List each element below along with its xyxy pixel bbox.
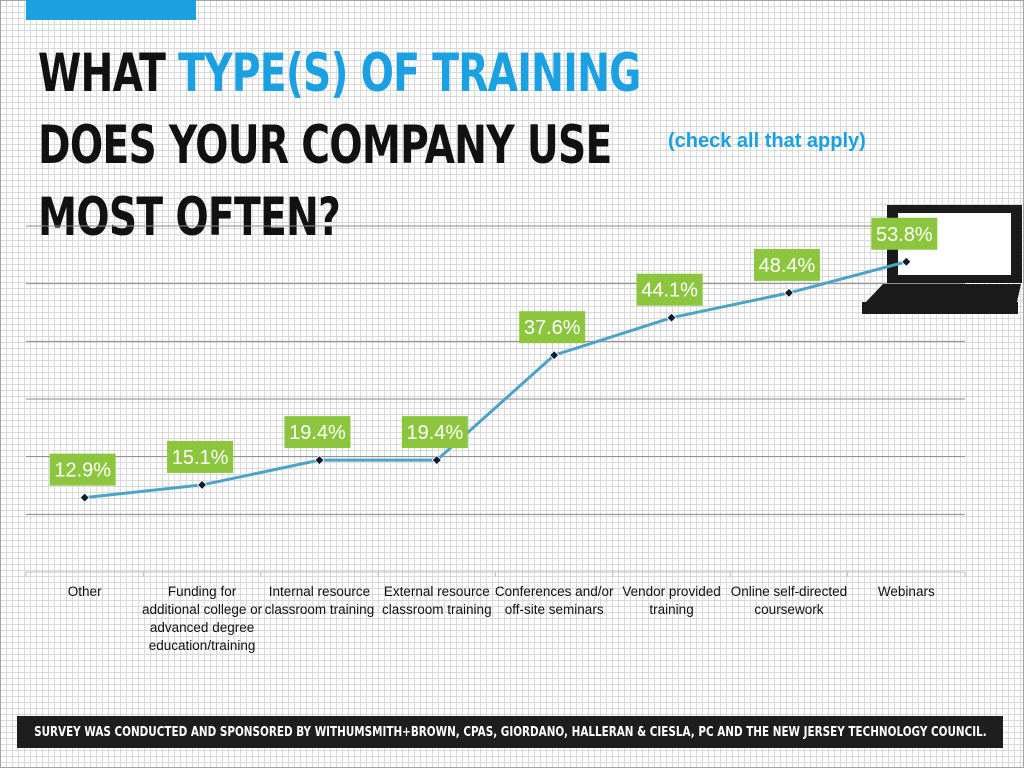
data-point (901, 256, 912, 267)
data-label: 12.9% (49, 453, 116, 486)
category-label: Conferences and/or off-site seminars (495, 584, 614, 617)
data-label-box (49, 453, 116, 486)
title-part-1: WHAT (38, 43, 179, 104)
data-label-box (636, 273, 703, 306)
data-point (783, 287, 795, 298)
data-label-box (753, 248, 820, 281)
data-point (79, 492, 90, 503)
data-label-box (401, 416, 468, 449)
laptop-keyboard (866, 284, 1021, 302)
data-label: 48.4% (753, 248, 820, 281)
page-title: WHAT TYPE(S) OF TRAINING DOES YOUR COMPA… (38, 38, 689, 254)
data-label: 53.8% (871, 217, 938, 250)
footer-text: SURVEY WAS CONDUCTED AND SPONSORED BY WI… (33, 724, 987, 740)
data-point (196, 479, 208, 490)
category-label: Webinars (878, 584, 935, 599)
laptop-base (862, 302, 1018, 314)
category-labels: Other Funding for additional college or adv… (68, 584, 935, 653)
title-highlight: TYPE(S) OF TRAINING (178, 43, 641, 104)
data-label-text: 53.8% (876, 224, 933, 246)
data-label: 15.1% (167, 440, 234, 473)
accent-bar (26, 0, 196, 20)
page-subtitle: (check all that apply) (668, 130, 866, 152)
data-label-box (284, 416, 351, 449)
data-point (314, 455, 325, 466)
data-label: 44.1% (636, 273, 703, 306)
data-label-text: 15.1% (172, 447, 229, 469)
data-label-text: 19.4% (406, 422, 463, 444)
category-label: Vendor provided training (622, 584, 720, 617)
data-label-text: 48.4% (759, 255, 816, 277)
series-line (84, 260, 907, 500)
data-labels: 12.9% 15.1% 19.4% 19.4% 37.6% 44.1% 48.4% 53.8% (49, 217, 938, 486)
x-axis (25, 571, 966, 577)
title-part-2: DOES YOUR COMPANY USE MOST OFTEN? (38, 115, 612, 248)
data-label: 37.6% (519, 311, 586, 344)
gridlines (26, 225, 965, 515)
data-label-text: 19.4% (289, 422, 346, 444)
data-point (666, 312, 677, 323)
data-label-text: 44.1% (641, 280, 698, 302)
category-label: Internal resource classroom training (265, 584, 375, 617)
category-label: Online self-directed coursework (731, 584, 847, 617)
data-label-text: 37.6% (524, 317, 581, 339)
data-label: 19.4% (284, 416, 351, 449)
category-label: External resource classroom training (382, 584, 492, 617)
data-label-box (519, 311, 586, 344)
line-chart: Other Funding for additional college or adv… (25, 205, 1022, 653)
category-label: Funding for additional college or advanced… (142, 584, 263, 653)
data-label: 19.4% (401, 416, 468, 449)
data-label-box (871, 217, 938, 250)
data-point (549, 350, 560, 361)
data-label-box (167, 440, 234, 473)
data-label-text: 12.9% (54, 460, 111, 482)
footer-bar: SURVEY WAS CONDUCTED AND SPONSORED BY WI… (17, 716, 1003, 748)
series-training (79, 256, 912, 503)
category-label: Other (68, 584, 102, 599)
data-point (431, 455, 442, 466)
